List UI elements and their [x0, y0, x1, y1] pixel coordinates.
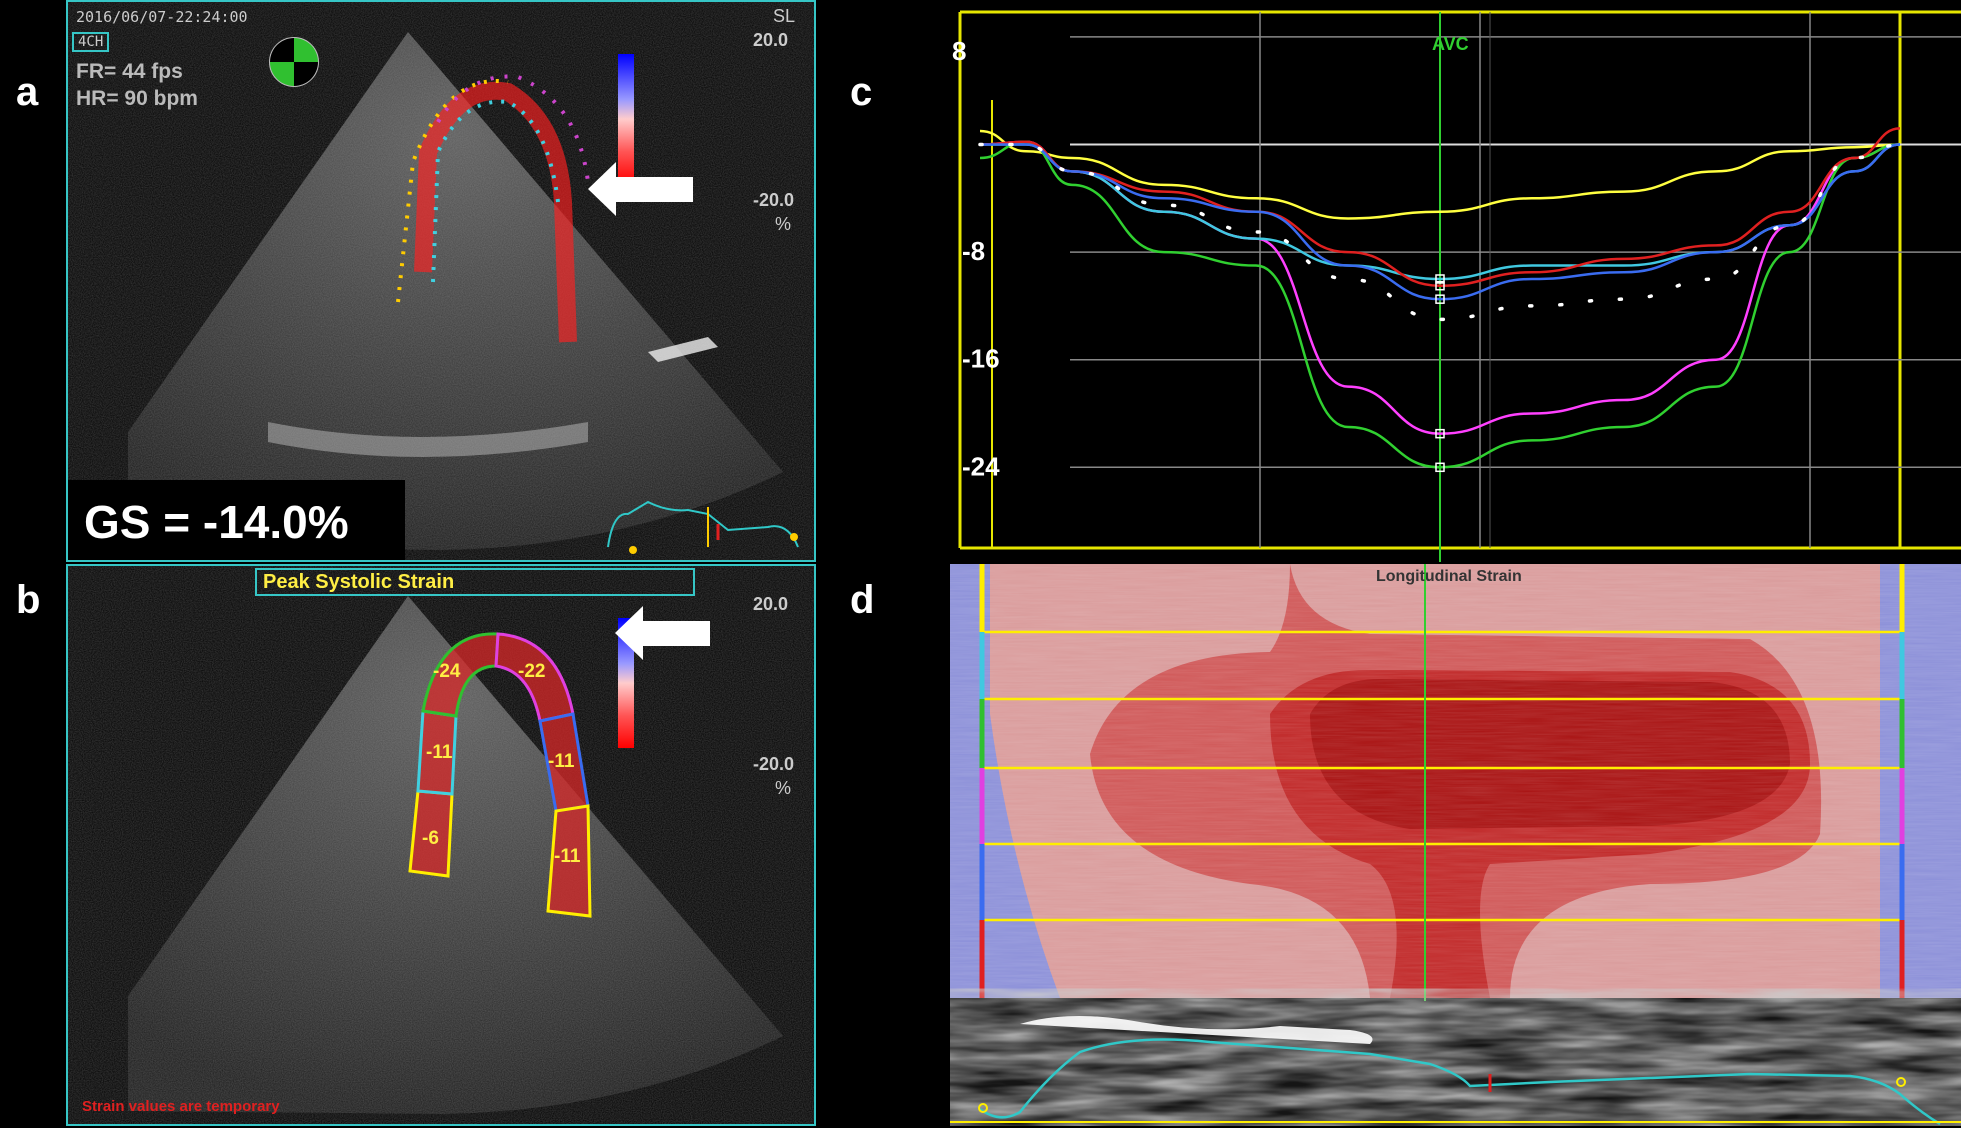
y-tick-label: -16: [962, 344, 1000, 374]
peak-systolic-strain-title: Peak Systolic Strain: [255, 568, 695, 596]
avc-label: AVC: [1432, 34, 1469, 54]
y-tick-label: 8: [952, 36, 966, 66]
avc-point-marker: [1435, 274, 1445, 284]
panel-label-b: b: [16, 578, 41, 622]
scale-max: 20.0: [753, 30, 789, 50]
orientation-marker-icon: [269, 37, 319, 87]
segment-value: -11: [548, 751, 575, 772]
avc-point-marker: [1435, 280, 1445, 291]
scale-unit: %: [775, 778, 792, 798]
global-strain-label: GS = -14.0%: [68, 480, 405, 560]
segment-map: [408, 632, 592, 918]
strain-curve-7: [978, 142, 1902, 322]
panel-label-c: c: [850, 70, 873, 114]
segment-value: -11: [554, 846, 581, 867]
temporary-warning: Strain values are temporary: [82, 1098, 280, 1115]
arrow-icon: [588, 162, 693, 216]
panel-label-d: d: [850, 578, 875, 622]
timestamp: 2016/06/07-22:24:00: [76, 8, 248, 26]
avc-point-marker: [1435, 428, 1445, 439]
segment-value: -24: [433, 661, 461, 682]
frame-rate: FR= 44 fps: [76, 60, 183, 83]
panel-a-echo-view: 2016/06/07-22:24:00 4CH FR= 44 fps HR= 9…: [66, 0, 816, 562]
scale-min: -20.0: [753, 190, 795, 210]
segment-value: -11: [426, 742, 453, 763]
strain-curve-3: [979, 140, 1901, 469]
ecg-trace: [607, 500, 799, 548]
longitudinal-strain-map: Longitudinal Strain: [950, 564, 1961, 1126]
strain-curve-1: [979, 129, 1901, 220]
arrow-icon: [615, 606, 710, 660]
segment-value: -22: [518, 661, 546, 682]
y-tick-label: -24: [962, 451, 1000, 481]
heart-rate: HR= 90 bpm: [76, 87, 198, 110]
segment-basal-lateral: [546, 804, 592, 918]
avc-point-marker: [1435, 462, 1445, 473]
strain-color-scale: [618, 54, 634, 184]
segment-value: -6: [422, 828, 439, 849]
view-label: 4CH: [72, 32, 110, 52]
lv-wall-strain-overlay: [414, 81, 577, 343]
y-tick-label: -8: [962, 236, 985, 266]
strain-curves-chart: 8 -8 -16 -24 AVC: [950, 0, 1961, 562]
panel-label-a: a: [16, 70, 39, 114]
scale-min: -20.0: [753, 754, 795, 774]
panel-b-echo-view: Peak Systolic Strain 20.0 -20.0 % -24 -2…: [66, 564, 816, 1126]
scale-unit: %: [775, 214, 792, 234]
avc-point-marker: [1435, 294, 1445, 304]
heatmap-title: Longitudinal Strain: [1376, 568, 1522, 585]
strain-color-scale: [618, 618, 634, 748]
strain-curve-6: [980, 143, 1901, 301]
scale-max: 20.0: [753, 594, 789, 614]
scale-title: SL: [773, 6, 796, 26]
ecg-trace: [979, 1038, 1941, 1126]
